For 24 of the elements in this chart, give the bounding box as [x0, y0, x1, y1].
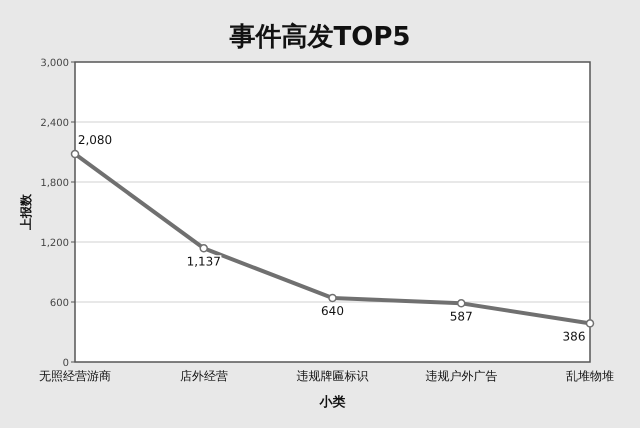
data-label: 2,080 — [78, 133, 112, 147]
point — [200, 244, 208, 253]
point — [457, 299, 466, 308]
data-label: 587 — [450, 309, 473, 324]
data-label: 386 — [562, 329, 586, 344]
x-tick-label: 乱堆物堆 — [566, 369, 614, 383]
point — [328, 294, 337, 302]
y-tick-label: 600 — [50, 298, 69, 309]
point — [586, 319, 594, 328]
y-tick-label: 0 — [62, 358, 69, 369]
y-tick-label: 2,400 — [40, 118, 69, 129]
y-axis-title: 上报数 — [19, 193, 33, 231]
x-axis-title: 小类 — [318, 395, 346, 410]
data-label: 640 — [321, 304, 344, 318]
y-tick-label: 3,000 — [40, 58, 69, 69]
x-tick-label: 无照经营游商 — [39, 369, 111, 383]
x-tick-label: 违规户外广告 — [425, 369, 498, 383]
data-label: 1,137 — [186, 254, 221, 268]
x-tick-label: 店外经营 — [180, 369, 228, 383]
y-tick-label: 1,800 — [40, 178, 69, 189]
y-tick-label: 1,200 — [40, 238, 69, 249]
point — [70, 150, 80, 158]
chart-title: 事件高发TOP5 — [228, 22, 410, 52]
x-tick-label: 违规牌匾标识 — [296, 369, 368, 383]
